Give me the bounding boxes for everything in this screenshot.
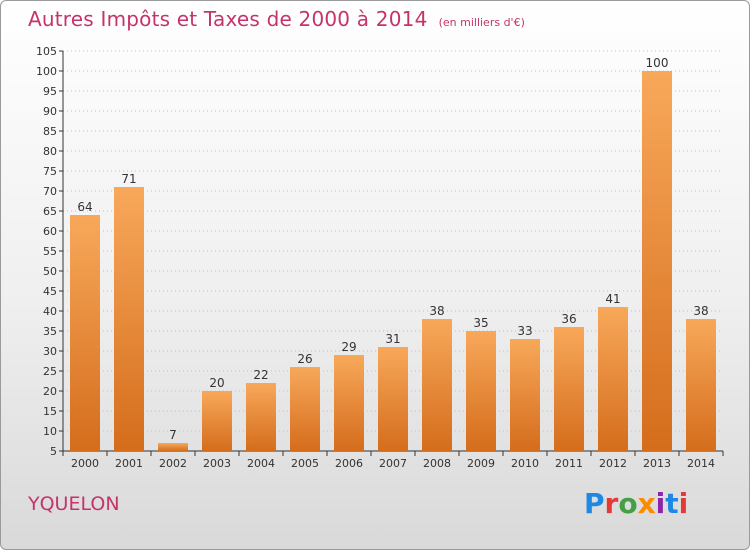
data-label: 64 (77, 200, 92, 214)
bar (466, 331, 496, 451)
y-tick-label: 55 (43, 245, 57, 258)
data-labels: 64 71 7 20 22 26 29 31 38 35 33 36 41 100 38 (77, 56, 708, 442)
y-tick-label: 65 (43, 205, 57, 218)
bar (686, 319, 716, 451)
data-label: 29 (341, 340, 356, 354)
y-tick-label: 95 (43, 85, 57, 98)
bar (202, 391, 232, 451)
chart-subtitle: (en milliers d'€) (438, 16, 525, 29)
bar (642, 71, 672, 451)
logo-letter: P (584, 487, 605, 520)
x-tick-label: 2010 (511, 457, 539, 470)
x-tick-label: 2001 (115, 457, 143, 470)
y-tick-label: 105 (36, 45, 57, 58)
x-tick-label: 2012 (599, 457, 627, 470)
bar (114, 187, 144, 451)
chart-title-row: Autres Impôts et Taxes de 2000 à 2014 (e… (28, 7, 525, 31)
proxiti-logo: Proxiti (584, 487, 688, 520)
data-label: 71 (121, 172, 136, 186)
bar (510, 339, 540, 451)
axes: 5 10 15 20 25 30 35 40 45 50 55 60 65 70 75 80 85 90 95 100… (36, 45, 724, 470)
logo-letter: x (637, 487, 656, 520)
data-label: 26 (297, 352, 312, 366)
bar (598, 307, 628, 451)
location-label: YQUELON (28, 493, 120, 515)
data-label: 36 (561, 312, 576, 326)
bars (70, 71, 716, 451)
data-label: 38 (693, 304, 708, 318)
data-label: 100 (646, 56, 669, 70)
bar (422, 319, 452, 451)
x-tick-label: 2005 (291, 457, 319, 470)
y-tick-label: 30 (43, 345, 57, 358)
y-tick-label: 5 (50, 445, 57, 458)
x-tick-label: 2004 (247, 457, 275, 470)
x-tick-label: 2007 (379, 457, 407, 470)
bar (246, 383, 276, 451)
data-label: 7 (169, 428, 177, 442)
logo-letter: r (604, 487, 619, 520)
y-tick-label: 45 (43, 285, 57, 298)
y-tick-label: 70 (43, 185, 57, 198)
chart-title: Autres Impôts et Taxes de 2000 à 2014 (28, 7, 428, 31)
x-tick-label: 2002 (159, 457, 187, 470)
y-tick-label: 80 (43, 145, 57, 158)
bar (334, 355, 364, 451)
bar (554, 327, 584, 451)
logo-letter: o (618, 487, 638, 520)
data-label: 31 (385, 332, 400, 346)
bar (70, 215, 100, 451)
bar (290, 367, 320, 451)
y-tick-label: 75 (43, 165, 57, 178)
x-tick-label: 2006 (335, 457, 363, 470)
x-tick-label: 2009 (467, 457, 495, 470)
y-tick-label: 40 (43, 305, 57, 318)
y-tick-label: 50 (43, 265, 57, 278)
x-tick-label: 2008 (423, 457, 451, 470)
y-tick-label: 60 (43, 225, 57, 238)
logo-letter: i (655, 487, 666, 520)
y-tick-label: 90 (43, 105, 57, 118)
data-label: 20 (209, 376, 224, 390)
bar (378, 347, 408, 451)
y-tick-label: 35 (43, 325, 57, 338)
x-tick-label: 2003 (203, 457, 231, 470)
logo-letter: i (678, 487, 689, 520)
y-tick-label: 20 (43, 385, 57, 398)
bar (158, 443, 188, 451)
data-label: 38 (429, 304, 444, 318)
y-tick-label: 25 (43, 365, 57, 378)
data-label: 35 (473, 316, 488, 330)
y-tick-label: 85 (43, 125, 57, 138)
y-tick-label: 15 (43, 405, 57, 418)
x-tick-label: 2014 (687, 457, 715, 470)
data-label: 33 (517, 324, 532, 338)
y-tick-label: 10 (43, 425, 57, 438)
data-label: 22 (253, 368, 268, 382)
x-tick-label: 2013 (643, 457, 671, 470)
x-tick-label: 2011 (555, 457, 583, 470)
x-tick-label: 2000 (71, 457, 99, 470)
data-label: 41 (605, 292, 620, 306)
y-tick-label: 100 (36, 65, 57, 78)
logo-letter: t (665, 487, 679, 520)
